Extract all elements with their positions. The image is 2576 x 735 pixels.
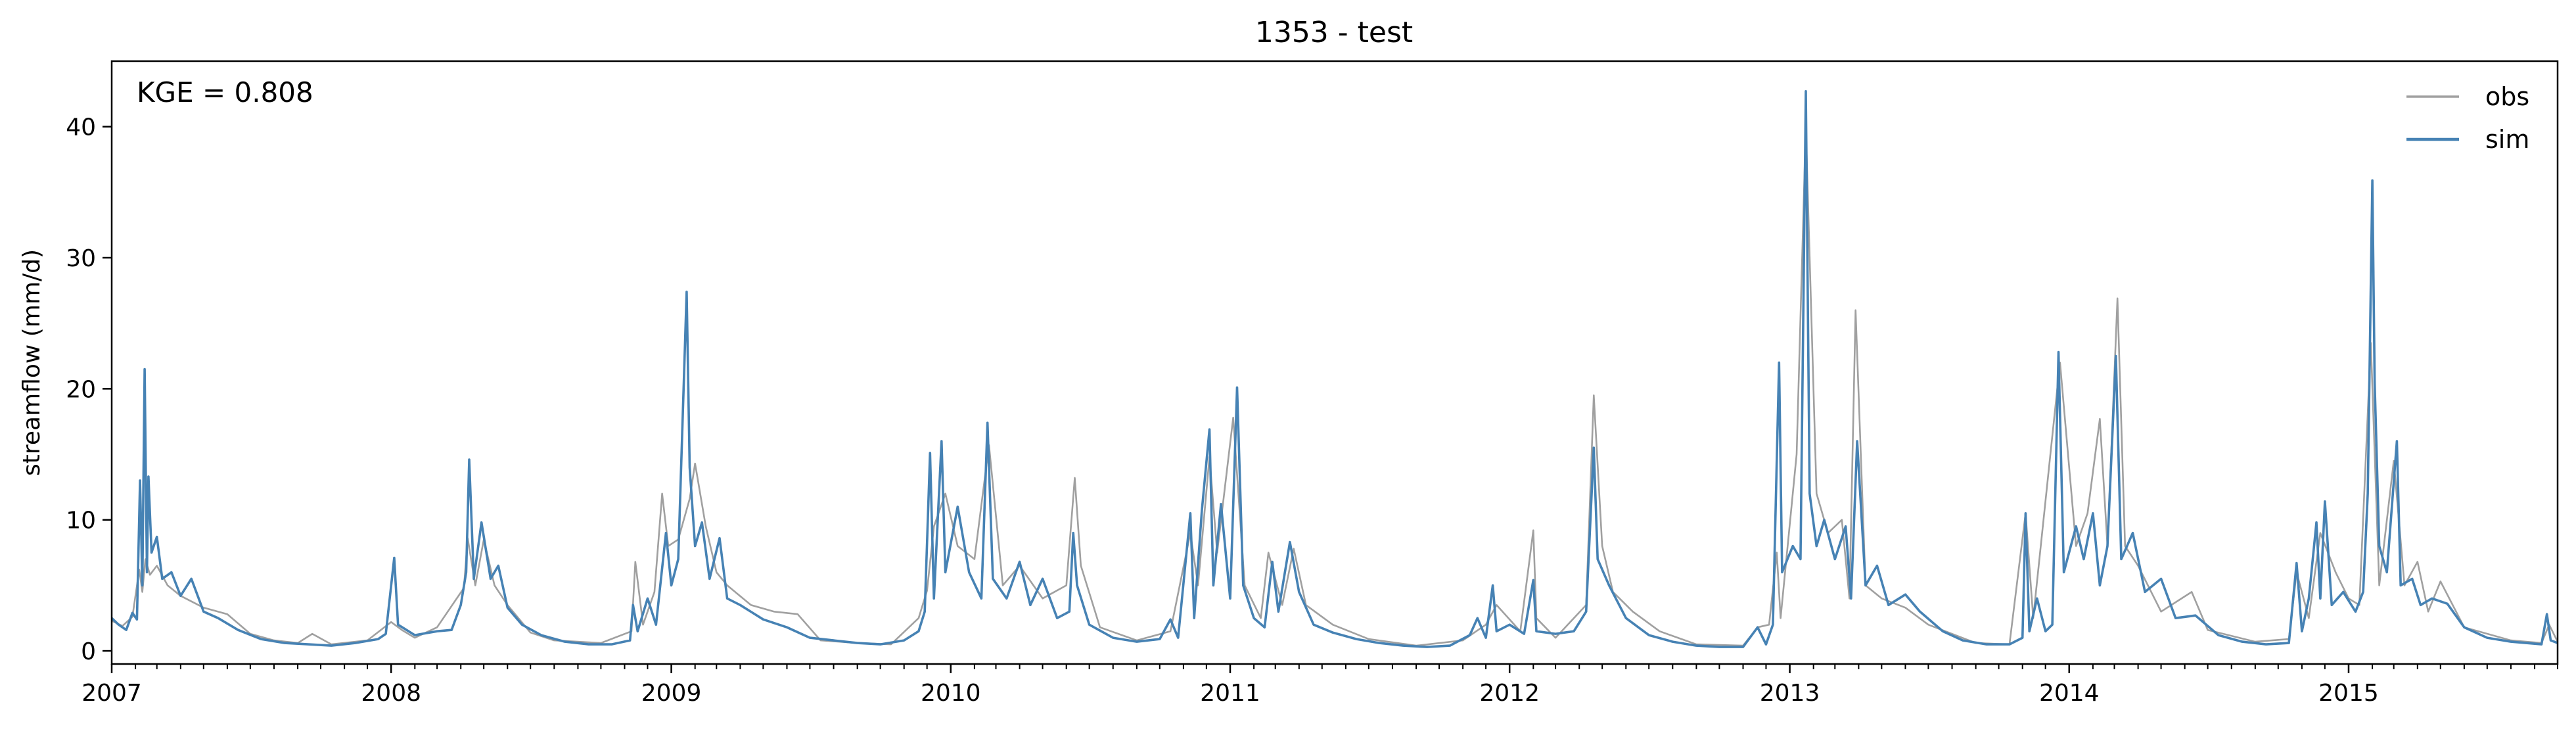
x-tick-label: 2009 — [641, 680, 702, 707]
y-axis-label: streamflow (mm/d) — [18, 249, 45, 476]
x-tick-label: 2014 — [2039, 680, 2100, 707]
kge-annotation: KGE = 0.808 — [137, 76, 313, 108]
series-sim-line — [110, 90, 2558, 648]
y-tick-label: 40 — [66, 114, 96, 141]
y-tick-label: 20 — [66, 376, 96, 403]
x-tick-label: 2013 — [1760, 680, 1820, 707]
chart-title: 1353 - test — [1255, 16, 1413, 49]
x-tick-label: 2008 — [361, 680, 421, 707]
y-tick-label: 10 — [66, 508, 96, 534]
y-tick-label: 0 — [81, 638, 96, 665]
x-axis: 2007 2008 2009 2010 2011 2012 2013 2014 2015 — [81, 664, 2558, 707]
x-tick-label: 2010 — [921, 680, 981, 707]
x-tick-label: 2015 — [2318, 680, 2379, 707]
y-axis: 0 10 20 30 40 — [66, 114, 112, 665]
legend: obs sim — [2406, 82, 2529, 154]
plot-frame — [110, 60, 2559, 665]
x-tick-label: 2012 — [1479, 680, 1540, 707]
plot-area — [110, 90, 2559, 648]
series-obs-line — [111, 126, 2559, 647]
legend-obs-label: obs — [2485, 82, 2529, 111]
x-tick-label: 2011 — [1200, 680, 1260, 707]
legend-sim-label: sim — [2485, 125, 2529, 154]
x-tick-label: 2007 — [81, 680, 142, 707]
y-tick-label: 30 — [66, 245, 96, 272]
